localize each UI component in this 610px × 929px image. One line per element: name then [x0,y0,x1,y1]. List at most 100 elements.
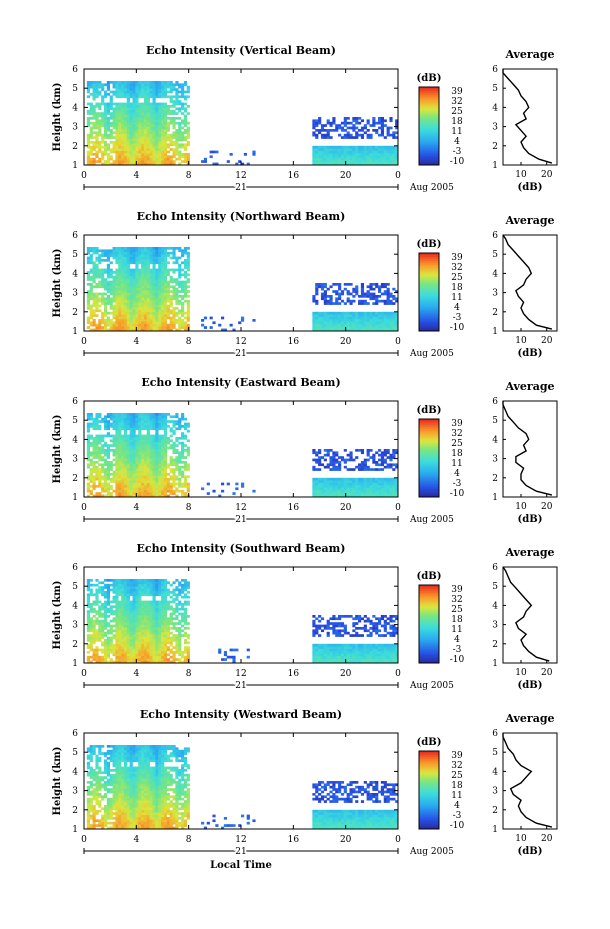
heatmap-cell [101,157,105,161]
heatmap-cell [326,494,330,498]
heatmap-cell [109,290,113,293]
heatmap-cell [98,413,102,416]
heatmap-cell [152,119,156,123]
heatmap-cell [366,321,370,325]
heatmap-cell [181,437,185,440]
heatmap-cell [329,160,333,163]
heatmap-cell [338,155,342,159]
heatmap-cell [129,475,133,479]
heatmap-cell [92,280,96,284]
heatmap-cell [121,446,125,450]
profile-y-tick-label: 5 [492,416,498,426]
heatmap-cell [252,153,256,156]
heatmap-cell [181,287,185,291]
heatmap-cell [129,133,133,137]
heatmap-cell [135,88,139,91]
heatmap-cell [323,133,327,137]
heatmap-cell [163,441,168,445]
heatmap-cell [395,463,399,467]
heatmap-cell [115,619,119,623]
heatmap-cell [221,482,225,486]
heatmap-cell [112,126,116,130]
heatmap-cell [355,290,359,293]
heatmap-cell [163,95,168,99]
heatmap-cell [186,273,190,277]
heatmap-cell [143,326,148,329]
heatmap-cell [106,280,110,284]
colorbar-band [419,274,439,277]
heatmap-cell [141,446,145,450]
heatmap-cell [101,249,105,253]
heatmap-cell [161,143,165,147]
heatmap-cell [92,583,96,587]
heatmap-cell [126,81,130,84]
heatmap-cell [358,155,362,159]
heatmap-cell [138,425,142,428]
heatmap-cell [138,162,142,166]
heatmap-cell [392,468,396,471]
heatmap-cell [326,299,330,303]
heatmap-cell [149,413,153,416]
heatmap-cell [112,160,116,163]
heatmap-cell [129,297,133,301]
heatmap-cell [138,95,142,99]
heatmap-cell [109,121,113,125]
heatmap-cell [378,477,382,481]
heatmap-cell [106,434,110,438]
heatmap-cell [123,263,128,267]
heatmap-cell [126,112,130,115]
heatmap-cell [175,133,179,137]
heatmap-cell [372,453,376,457]
heatmap-cell [112,295,116,298]
heatmap-cell [166,485,170,488]
heatmap-cell [149,153,153,156]
heatmap-cell [146,463,150,467]
heatmap-cell [146,465,150,469]
y-tick-label: 6 [72,231,78,241]
heatmap-cell [146,160,150,163]
colorbar-tick-label: -10 [450,157,465,167]
heatmap-cell [383,145,387,149]
heatmap-cell [323,458,327,462]
heatmap-cell [389,328,393,332]
heatmap-cell [123,119,128,123]
heatmap-cell [378,480,382,483]
heatmap-cell [112,439,116,443]
heatmap-cell [121,485,125,488]
heatmap-cell [141,283,145,286]
heatmap-cell [115,477,119,481]
heatmap-cell [109,624,113,628]
heatmap-cell [360,145,365,149]
heatmap-cell [126,268,130,272]
heatmap-cell [312,295,316,298]
colorbar-band [419,307,439,310]
heatmap-cell [183,480,188,483]
heatmap-cell [121,290,125,293]
heatmap-cell [89,624,93,628]
heatmap-cell [315,150,319,154]
heatmap-cell [95,639,99,642]
heatmap-cell [320,492,325,495]
heatmap-cell [95,603,99,606]
heatmap-cell [86,658,90,661]
heatmap-cell [118,251,122,255]
heatmap-cell [135,302,139,305]
heatmap-cell [346,323,350,327]
heatmap-cell [372,124,376,127]
heatmap-cell [132,292,136,296]
colorbar-band [419,473,439,476]
heatmap-cell [103,112,108,115]
heatmap-cell [98,157,102,161]
heatmap-cell [123,83,128,87]
heatmap-cell [369,283,373,286]
heatmap-cell [172,290,176,293]
heatmap-cell [149,449,153,452]
heatmap-cell [106,285,110,289]
heatmap-cell [103,489,108,493]
heatmap-cell [360,290,365,293]
heatmap-cell [352,326,356,329]
heatmap-cell [161,285,165,289]
heatmap-cell [375,489,379,493]
heatmap-cell [135,157,139,161]
heatmap-cell [155,323,159,327]
